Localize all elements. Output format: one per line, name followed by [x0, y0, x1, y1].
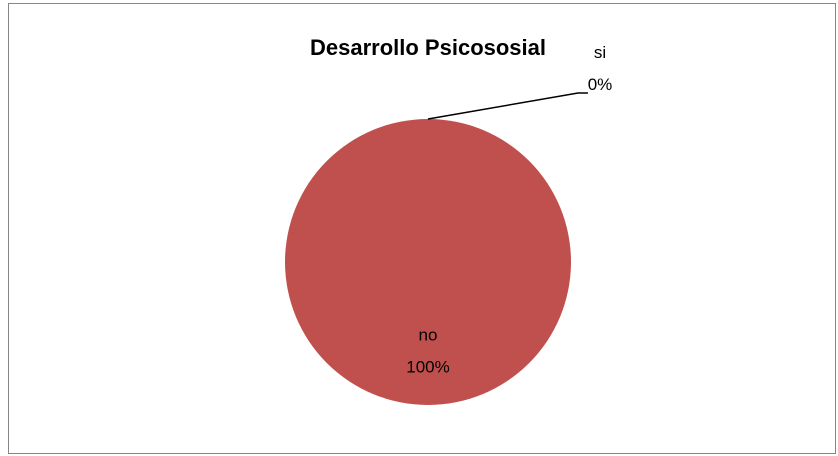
leader-line-si: [427, 92, 588, 120]
data-label-category: si: [594, 43, 606, 62]
chart-title: Desarrollo Psicososial: [310, 35, 546, 60]
data-label-si: si 0%: [588, 43, 613, 94]
data-label-percent: 100%: [406, 358, 449, 377]
data-label-percent: 0%: [588, 75, 613, 94]
pie-slice-no: [285, 119, 571, 405]
data-label-category: no: [419, 326, 438, 345]
data-label-no: no 100%: [406, 326, 449, 377]
